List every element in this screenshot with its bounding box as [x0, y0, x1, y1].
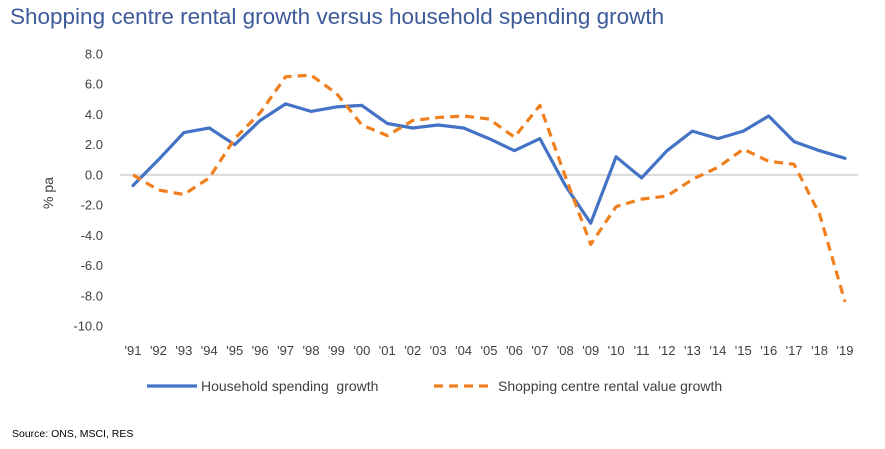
y-axis-label: % pa [40, 177, 56, 209]
x-tick-label: '01 [379, 343, 396, 358]
x-tick-label: '05 [481, 343, 498, 358]
x-tick-label: '07 [531, 343, 548, 358]
x-tick-label: '91 [125, 343, 142, 358]
x-tick-label: '06 [506, 343, 523, 358]
x-tick-label: '99 [328, 343, 345, 358]
y-tick-label: -8.0 [81, 288, 103, 303]
x-tick-label: '96 [252, 343, 269, 358]
legend-label: Household spending growth [201, 378, 378, 394]
x-tick-label: '95 [226, 343, 243, 358]
x-tick-label: '17 [786, 343, 803, 358]
legend-label: Shopping centre rental value growth [498, 378, 722, 394]
y-tick-label: 0.0 [85, 167, 103, 182]
x-tick-label: '13 [684, 343, 701, 358]
x-tick-label: '09 [582, 343, 599, 358]
x-tick-label: '19 [837, 343, 854, 358]
x-tick-label: '08 [557, 343, 574, 358]
x-tick-label: '94 [201, 343, 218, 358]
x-tick-label: '97 [277, 343, 294, 358]
y-tick-label: 4.0 [85, 107, 103, 122]
x-tick-label: '03 [430, 343, 447, 358]
x-axis-ticks: '91 '92 '93 '94 '95 '96 '97 '98 '99 '00 '01 '02 '03 '… [125, 343, 854, 358]
x-tick-label: '92 [150, 343, 167, 358]
x-tick-label: '18 [811, 343, 828, 358]
y-tick-label: -2.0 [81, 198, 103, 213]
chart-title: Shopping centre rental growth versus hou… [10, 4, 665, 29]
x-tick-label: '00 [353, 343, 370, 358]
y-axis-ticks: 8.0 6.0 4.0 2.0 0.0 -2.0 -4.0 -6.0 -8.0 -10.0 [73, 47, 103, 334]
legend: Household spending growth Shopping centre… [147, 378, 722, 394]
source-note: Source: ONS, MSCI, RES [12, 428, 134, 440]
household-spending-growth-line [131, 102, 847, 225]
y-tick-label: -10.0 [73, 319, 103, 334]
x-tick-label: '93 [175, 343, 192, 358]
x-tick-label: '02 [404, 343, 421, 358]
y-tick-label: 8.0 [85, 47, 103, 62]
x-tick-label: '12 [659, 343, 676, 358]
x-tick-label: '10 [608, 343, 625, 358]
x-tick-label: '15 [735, 343, 752, 358]
y-tick-label: 2.0 [85, 137, 103, 152]
x-tick-label: '98 [303, 343, 320, 358]
series-lines [131, 73, 847, 303]
x-tick-label: '16 [760, 343, 777, 358]
y-tick-label: 6.0 [85, 77, 103, 92]
x-tick-label: '11 [634, 343, 650, 358]
rental-value-growth-line [132, 73, 847, 303]
y-tick-label: -4.0 [81, 228, 103, 243]
x-tick-label: '04 [455, 343, 472, 358]
y-tick-label: -6.0 [81, 258, 103, 273]
x-tick-label: '14 [709, 343, 726, 358]
